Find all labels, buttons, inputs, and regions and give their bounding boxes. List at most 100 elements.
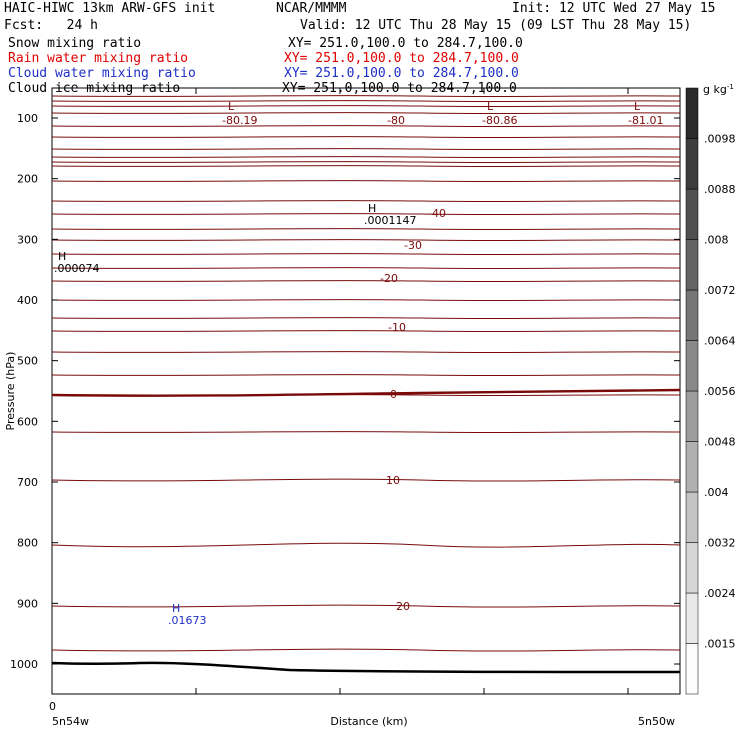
isotherm-line [51, 156, 681, 159]
contour-labels: -80 -40 -30 -20 -10 0 10 20 [380, 114, 446, 613]
isotherm-line [51, 604, 681, 608]
contour-label-minus20: -20 [380, 272, 398, 285]
isotherm-line [51, 267, 681, 270]
high-value-snow: .000074 [54, 262, 100, 275]
low-marker-1: L [228, 100, 235, 113]
y-tick-label: 300 [17, 233, 38, 246]
colorbar-label: .0088 [704, 183, 736, 196]
high-marker-cloud-water: H [172, 602, 180, 615]
isotherm-line [51, 165, 681, 168]
model-title: HAIC-HIWC 13km ARW-GFS init [4, 1, 216, 16]
isotherm-line [51, 374, 681, 377]
colorbar-label: .0015 [704, 638, 736, 651]
x-left-label: 5n54w [52, 715, 89, 728]
low-value-1: -80.19 [222, 114, 257, 127]
y-axis-title: Pressure (hPa) [4, 352, 17, 431]
low-marker-3: L [634, 100, 641, 113]
colorbar-swatch [685, 188, 699, 240]
terrain-surface [51, 661, 681, 674]
init-time: Init: 12 UTC Wed 27 May 15 [512, 1, 716, 16]
high-marker-ice: H [368, 202, 376, 215]
contour-label-10: 10 [386, 474, 400, 487]
isotherm-line [51, 239, 681, 242]
extrema-markers: L -80.19 L -80.86 L -81.01 H .0001147 H … [54, 100, 663, 627]
contour-label-0: 0 [390, 388, 397, 401]
colorbar-swatch [685, 592, 699, 644]
colorbar-label: .0064 [704, 335, 736, 348]
isotherm-line [51, 180, 681, 183]
color-bar: .0015 .0024 .0032 .004 .0048 .0056 .0064 .0072.… [685, 87, 736, 695]
contour-label-minus30: -30 [404, 239, 422, 252]
low-value-2: -80.86 [482, 114, 517, 127]
colorbar-label: .0098 [704, 133, 736, 146]
colorbar-swatch [685, 138, 699, 190]
colorbar-swatch [685, 643, 699, 695]
y-tick-label: 800 [17, 537, 38, 550]
isotherm-line [51, 125, 681, 128]
isotherm-line [51, 317, 681, 320]
y-tick-label: 100 [17, 112, 38, 125]
field-label-cloud-water: Cloud water mixing ratio [8, 66, 196, 81]
isotherm-line [51, 136, 681, 139]
field-xy-snow: XY= 251.0,100.0 to 284.7,100.0 [288, 36, 523, 51]
isotherm-line [51, 299, 681, 302]
high-value-cloud-water: .01673 [168, 614, 207, 627]
isotherm-contours [51, 95, 681, 652]
y-tick-label: 200 [17, 173, 38, 186]
x-right-label: 5n50w [638, 715, 675, 728]
y-tick-label: 700 [17, 476, 38, 489]
colorbar-label: .004 [704, 486, 729, 499]
isotherm-line [51, 351, 681, 354]
isotherm-line [51, 228, 681, 231]
x-axis-title: Distance (km) [330, 715, 407, 728]
freezing-level-line [51, 388, 681, 397]
colorbar-label: .0024 [704, 587, 736, 600]
isotherm-line [51, 100, 681, 103]
forecast-hour: Fcst: 24 h [4, 18, 98, 33]
colorbar-swatch [685, 289, 699, 341]
center-label: NCAR/MMMM [276, 1, 347, 16]
colorbar-swatch [685, 340, 699, 392]
high-marker-snow: H [58, 250, 66, 263]
x-axis [51, 88, 629, 694]
contour-label-minus10: -10 [388, 321, 406, 334]
colorbar-label: .008 [704, 234, 729, 247]
isotherm-line [51, 253, 681, 256]
contour-label-20: 20 [396, 600, 410, 613]
colorbar-swatch [685, 239, 699, 291]
colorbar-label: .0056 [704, 385, 736, 398]
y-tick-label: 900 [17, 597, 38, 610]
isotherm-line [51, 478, 681, 482]
colorbar-unit: g kg-1 [703, 83, 734, 96]
field-xy-rain: XY= 251.0,100.0 to 284.7,100.0 [284, 51, 519, 66]
colorbar-label: .0072 [704, 284, 736, 297]
colorbar-swatch [685, 542, 699, 594]
colorbar-label: .0032 [704, 537, 736, 550]
contour-label-minus40: -40 [428, 207, 446, 220]
colorbar-swatch [685, 491, 699, 543]
isotherm-line [51, 161, 681, 164]
colorbar-swatch [685, 441, 699, 493]
y-tick-label: 600 [17, 415, 38, 428]
isotherm-line [51, 112, 681, 115]
colorbar-swatch [685, 87, 699, 139]
isotherm-line [51, 431, 681, 434]
isotherm-line [51, 95, 681, 98]
low-value-3: -81.01 [628, 114, 663, 127]
low-marker-2: L [487, 100, 494, 113]
field-label-snow: Snow mixing ratio [8, 36, 142, 51]
isotherm-line [51, 200, 681, 203]
isotherm-line [51, 542, 681, 548]
valid-time: Valid: 12 UTC Thu 28 May 15 (09 LST Thu … [300, 18, 692, 33]
isotherm-line [51, 648, 681, 652]
high-value-ice: .0001147 [364, 214, 417, 227]
field-xy-cloud-water: XY= 251.0,100.0 to 284.7,100.0 [284, 66, 519, 81]
colorbar-label: .0048 [704, 436, 736, 449]
isotherm-line [51, 330, 681, 333]
colorbar-swatch [685, 390, 699, 442]
isotherm-line [51, 213, 681, 216]
y-tick-label: 500 [17, 355, 38, 368]
isotherm-line [51, 105, 681, 108]
